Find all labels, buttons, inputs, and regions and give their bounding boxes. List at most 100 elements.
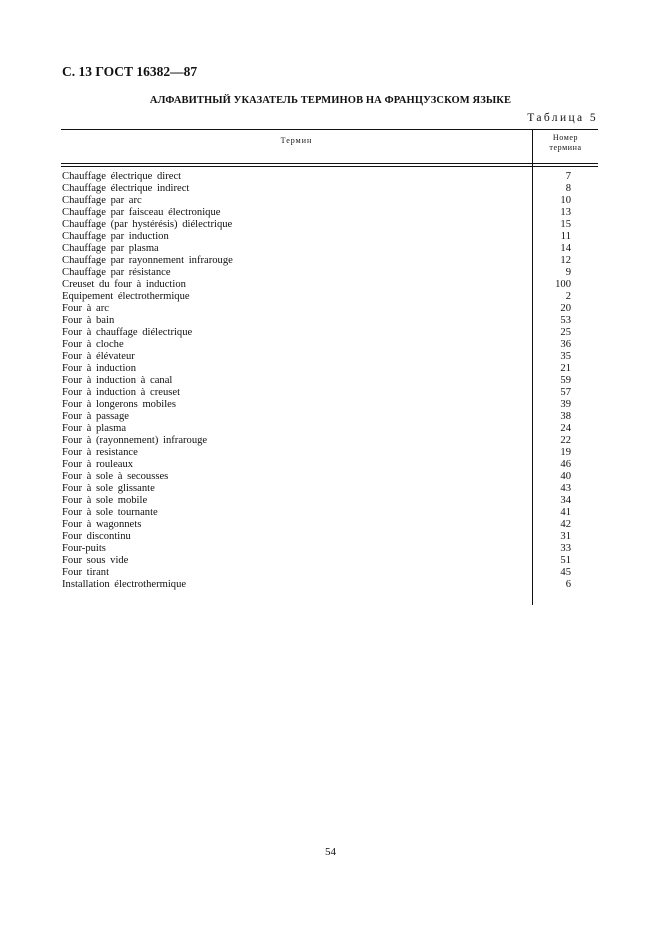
term-cell: Four à cloche — [62, 339, 124, 350]
term-cell: Chauffage par faisceau électronique — [62, 207, 221, 218]
table-row: Creuset du four à induction 100 — [62, 279, 598, 291]
column-divider — [532, 129, 533, 605]
term-cell: Four tirant — [62, 567, 110, 578]
table-row: Four tirant 45 — [62, 567, 598, 579]
term-cell: Creuset du four à induction — [62, 279, 186, 290]
term-number-cell: 24 — [560, 423, 571, 434]
table-row: Four à sole à secousses 40 — [62, 471, 598, 483]
term-number-cell: 14 — [560, 243, 571, 254]
term-number-cell: 100 — [555, 279, 571, 290]
term-number-cell: 51 — [560, 555, 571, 566]
table-row: Chauffage électrique direct 7 — [62, 171, 598, 183]
term-number-cell: 38 — [560, 411, 571, 422]
term-number-cell: 13 — [560, 207, 571, 218]
term-cell: Installation électrothermique — [62, 579, 187, 590]
term-cell: Chauffage électrique indirect — [62, 183, 190, 194]
table-row: Four à wagonnets 42 — [62, 519, 598, 531]
term-cell: Four à sole à secousses — [62, 471, 169, 482]
term-number-cell: 41 — [560, 507, 571, 518]
term-cell: Four à élévateur — [62, 351, 135, 362]
term-number-cell: 6 — [565, 579, 571, 590]
page-number: 54 — [325, 846, 336, 858]
term-cell: Four à resistance — [62, 447, 138, 458]
table-row: Four à plasma 24 — [62, 423, 598, 435]
term-cell: Four à induction à canal — [62, 375, 173, 386]
column-header-number-line2: термина — [549, 143, 582, 152]
table-row: Four à chauffage diélectrique 25 — [62, 327, 598, 339]
column-header-number: Номер термина — [533, 133, 598, 153]
table-row: Four à sole mobile 34 — [62, 495, 598, 507]
table-row: Four à induction à creuset 57 — [62, 387, 598, 399]
table-row: Four à sole tournante 41 — [62, 507, 598, 519]
term-cell: Four à passage — [62, 411, 129, 422]
term-number-cell: 53 — [560, 315, 571, 326]
table-row: Four à élévateur 35 — [62, 351, 598, 363]
term-number-cell: 40 — [560, 471, 571, 482]
term-cell: Chauffage par plasma — [62, 243, 159, 254]
term-cell: Four à (rayonnement) infrarouge — [62, 435, 208, 446]
table-row: Chauffage électrique indirect 8 — [62, 183, 598, 195]
column-header-term: Термин — [280, 136, 313, 145]
table-row: Equipement électrothermique 2 — [62, 291, 598, 303]
term-number-cell: 31 — [560, 531, 571, 542]
term-cell: Four à sole glissante — [62, 483, 155, 494]
table-row: Installation électrothermique 6 — [62, 579, 598, 591]
term-cell: Four discontinu — [62, 531, 131, 542]
term-number-cell: 2 — [565, 291, 571, 302]
term-number-cell: 59 — [560, 375, 571, 386]
term-number-cell: 39 — [560, 399, 571, 410]
table-row: Four sous vide 51 — [62, 555, 598, 567]
table-row: Four discontinu 31 — [62, 531, 598, 543]
table-body: Chauffage électrique direct 7 Chauffage él… — [62, 171, 598, 591]
term-number-cell: 46 — [560, 459, 571, 470]
term-number-cell: 22 — [560, 435, 571, 446]
table-row: Four à cloche 36 — [62, 339, 598, 351]
term-number-cell: 57 — [560, 387, 571, 398]
term-cell: Chauffage par arc — [62, 195, 142, 206]
column-header-number-line1: Номер — [552, 133, 579, 142]
term-cell: Chauffage par induction — [62, 231, 169, 242]
document-header: С. 13 ГОСТ 16382—87 — [62, 64, 198, 79]
term-number-cell: 35 — [560, 351, 571, 362]
term-number-cell: 25 — [560, 327, 571, 338]
table-row: Four à resistance 19 — [62, 447, 598, 459]
term-cell: Four à arc — [62, 303, 109, 314]
term-cell: Four à longerons mobiles — [62, 399, 176, 410]
term-number-cell: 33 — [560, 543, 571, 554]
term-number-cell: 45 — [560, 567, 571, 578]
term-number-cell: 8 — [565, 183, 571, 194]
page-title: АЛФАВИТНЫЙ УКАЗАТЕЛЬ ТЕРМИНОВ НА ФРАНЦУЗ… — [149, 95, 512, 106]
term-cell: Four sous vide — [62, 555, 129, 566]
table-row: Chauffage par induction 11 — [62, 231, 598, 243]
table-row: Four à induction à canal 59 — [62, 375, 598, 387]
table-row: Chauffage par faisceau électronique 13 — [62, 207, 598, 219]
term-number-cell: 19 — [560, 447, 571, 458]
term-number-cell: 21 — [560, 363, 571, 374]
term-cell: Four à wagonnets — [62, 519, 142, 530]
table-row: Chauffage (par hystérésis) diélectrique 1… — [62, 219, 598, 231]
term-number-cell: 34 — [560, 495, 571, 506]
table-row: Chauffage par arc 10 — [62, 195, 598, 207]
term-cell: Four à induction à creuset — [62, 387, 181, 398]
term-cell: Four à bain — [62, 315, 115, 326]
term-number-cell: 42 — [560, 519, 571, 530]
term-cell: Four à plasma — [62, 423, 127, 434]
term-number-cell: 9 — [565, 267, 571, 278]
term-cell: Four à induction — [62, 363, 137, 374]
term-cell: Chauffage électrique direct — [62, 171, 182, 182]
table-top-rule — [61, 129, 598, 130]
term-number-cell: 12 — [560, 255, 571, 266]
table-row: Four à passage 38 — [62, 411, 598, 423]
term-number-cell: 10 — [560, 195, 571, 206]
term-cell: Four à rouleaux — [62, 459, 134, 470]
term-number-cell: 11 — [560, 231, 571, 242]
table-row: Chauffage par résistance 9 — [62, 267, 598, 279]
term-number-cell: 20 — [560, 303, 571, 314]
table-row: Four à bain 53 — [62, 315, 598, 327]
term-number-cell: 7 — [565, 171, 571, 182]
term-number-cell: 15 — [560, 219, 571, 230]
term-cell: Chauffage (par hystérésis) diélectrique — [62, 219, 233, 230]
term-cell: Four à sole mobile — [62, 495, 148, 506]
table-label: Таблица 5 — [527, 112, 598, 124]
table-row: Four à (rayonnement) infrarouge 22 — [62, 435, 598, 447]
